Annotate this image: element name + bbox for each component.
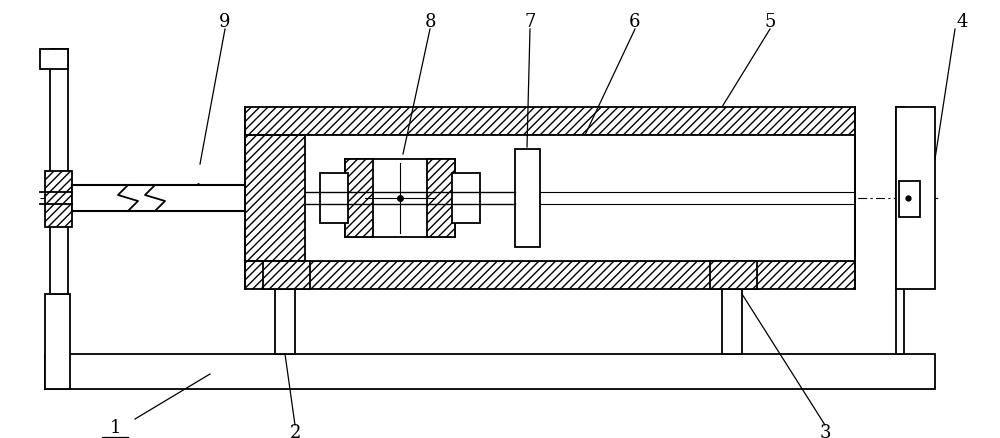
Text: 9: 9: [219, 13, 231, 31]
Bar: [710, 261, 757, 290]
Bar: [427, 159, 455, 237]
Bar: [245, 136, 305, 261]
Text: 2: 2: [289, 423, 301, 438]
Bar: [452, 173, 480, 223]
Bar: [45, 294, 70, 389]
Bar: [515, 150, 540, 247]
Bar: [245, 136, 855, 261]
Bar: [45, 172, 72, 227]
Bar: [245, 108, 855, 136]
Bar: [45, 354, 935, 389]
Bar: [40, 50, 68, 70]
Text: 3: 3: [819, 423, 831, 438]
Text: 5: 5: [764, 13, 776, 31]
Text: 7: 7: [524, 13, 536, 31]
Bar: [899, 182, 920, 218]
Bar: [72, 186, 245, 212]
Bar: [275, 290, 295, 354]
Bar: [263, 261, 310, 290]
Text: 6: 6: [629, 13, 641, 31]
Bar: [320, 173, 348, 223]
Bar: [345, 159, 373, 237]
Text: 1: 1: [109, 418, 121, 436]
Text: 4: 4: [956, 13, 968, 31]
Bar: [896, 108, 904, 354]
Bar: [345, 159, 455, 237]
Text: 8: 8: [424, 13, 436, 31]
Bar: [50, 50, 68, 294]
Bar: [722, 290, 742, 354]
Bar: [896, 108, 935, 290]
Bar: [245, 261, 855, 290]
